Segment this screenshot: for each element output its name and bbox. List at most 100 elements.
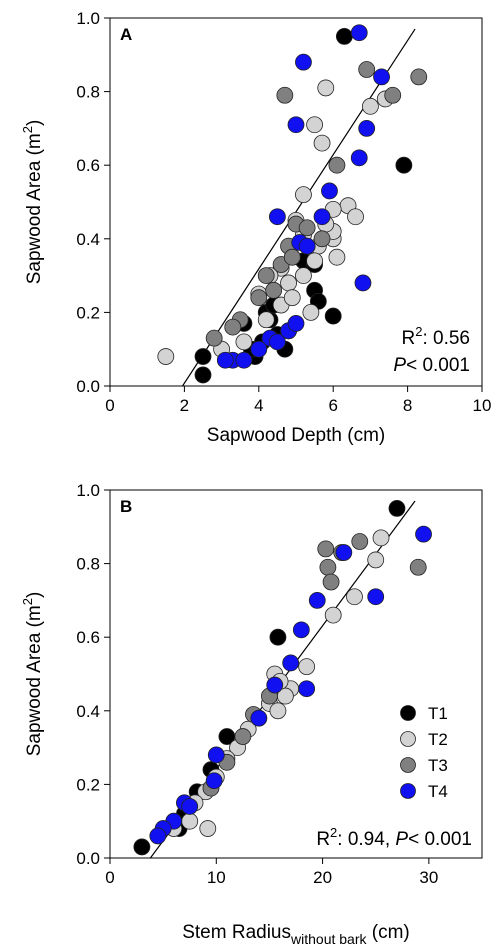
x-tick-label: 10 (473, 396, 492, 415)
point-t3 (205, 329, 223, 347)
panel-letter-b: B (120, 497, 132, 516)
point-t4 (298, 680, 316, 698)
point-t3 (234, 728, 252, 745)
points-b (133, 499, 432, 856)
y-tick-label: 1.0 (76, 481, 100, 500)
point-t4 (287, 116, 305, 134)
point-t3 (358, 61, 376, 78)
point-t3 (319, 558, 337, 576)
point-t4 (308, 592, 326, 609)
point-t3 (276, 86, 294, 104)
point-t4 (266, 676, 284, 694)
legend-label-t3: T3 (428, 756, 448, 775)
y-tick-label: 0.0 (76, 377, 100, 396)
point-t4 (282, 654, 300, 672)
point-t1 (194, 348, 212, 365)
point-t3 (298, 219, 316, 237)
x-tick-label: 0 (105, 868, 114, 887)
point-t3 (313, 230, 331, 248)
point-t3 (265, 281, 283, 299)
point-t2 (372, 529, 390, 547)
legend-label-t2: T2 (428, 730, 448, 749)
fit-line-a (182, 28, 416, 387)
legend-label-t4: T4 (428, 782, 448, 801)
point-t2 (346, 588, 363, 606)
point-t1 (388, 499, 406, 517)
point-t4 (250, 340, 268, 358)
stat-b: R2: 0.94, P< 0.001 (316, 825, 472, 850)
point-t4 (292, 621, 310, 639)
legend-marker-t2 (400, 731, 416, 747)
x-tick-label: 0 (105, 396, 114, 415)
point-t4 (268, 208, 286, 226)
point-t3 (283, 248, 301, 266)
point-t2 (157, 348, 175, 365)
legend-marker-t4 (400, 783, 416, 799)
point-t4 (287, 315, 305, 332)
y-axis-title-a: Sapwood Area (m2) (20, 120, 45, 285)
point-t3 (384, 86, 402, 104)
point-t2 (306, 252, 324, 270)
point-t2 (317, 79, 335, 97)
point-t2 (280, 274, 297, 292)
plot-frame-b (109, 489, 483, 859)
point-t3 (317, 540, 335, 558)
point-t2 (324, 606, 342, 624)
x-axis-title-b: Stem Radiuswithout bark (cm) (182, 922, 410, 947)
point-t4 (298, 237, 316, 255)
point-t1 (324, 307, 342, 325)
point-t2 (306, 116, 324, 134)
y-tick-label: 0.0 (76, 849, 100, 868)
y-tick-label: 0.2 (76, 303, 100, 322)
point-t4 (358, 119, 376, 137)
x-tick-label: 10 (207, 868, 226, 887)
point-t4 (354, 274, 372, 292)
point-t1 (335, 28, 353, 45)
y-tick-label: 0.8 (76, 555, 100, 574)
point-t2 (328, 248, 346, 266)
point-t2 (347, 208, 364, 226)
point-t1 (133, 838, 151, 856)
panel-letter-a: A (120, 25, 132, 44)
point-t4 (268, 333, 286, 351)
point-t2 (313, 134, 331, 152)
ticks-a: 0.0 0.2 0.4 0.6 0.8 1.0 0 2 4 6 8 10 (76, 9, 491, 415)
ticks-b: 0.0 0.2 0.4 0.6 0.8 1.0 0 10 20 30 (76, 481, 438, 887)
point-t2 (181, 812, 199, 830)
x-tick-label: 30 (419, 868, 438, 887)
plot-frame-a (109, 17, 483, 387)
stat-p-a: P< 0.001 (393, 355, 470, 376)
point-t4 (373, 68, 390, 86)
legend-marker-t3 (400, 757, 416, 773)
point-t1 (269, 628, 287, 646)
regression-line (182, 28, 416, 387)
point-t4 (250, 709, 268, 727)
point-t4 (207, 746, 225, 764)
stat-r-a: R2: 0.56 (401, 324, 470, 349)
point-t2 (295, 267, 312, 285)
y-tick-label: 0.6 (76, 628, 100, 647)
y-tick-label: 0.2 (76, 775, 100, 794)
point-t1 (194, 366, 212, 384)
x-tick-label: 2 (180, 396, 189, 415)
point-t4 (205, 772, 223, 790)
point-t3 (328, 156, 346, 174)
point-t4 (350, 24, 368, 42)
point-t2 (283, 289, 301, 307)
point-t1 (395, 156, 413, 174)
legend-marker-t1 (400, 705, 416, 721)
point-t3 (257, 267, 275, 285)
y-tick-label: 0.8 (76, 83, 100, 102)
point-t3 (224, 318, 242, 336)
point-t4 (350, 149, 368, 167)
point-t4 (295, 53, 312, 71)
point-t2 (295, 186, 312, 204)
x-tick-label: 4 (254, 396, 263, 415)
point-t4 (335, 544, 353, 561)
points-a (157, 24, 428, 384)
point-t3 (351, 533, 369, 550)
point-t2 (361, 97, 379, 115)
point-t4 (367, 588, 385, 606)
legend-label-t1: T1 (428, 704, 448, 723)
